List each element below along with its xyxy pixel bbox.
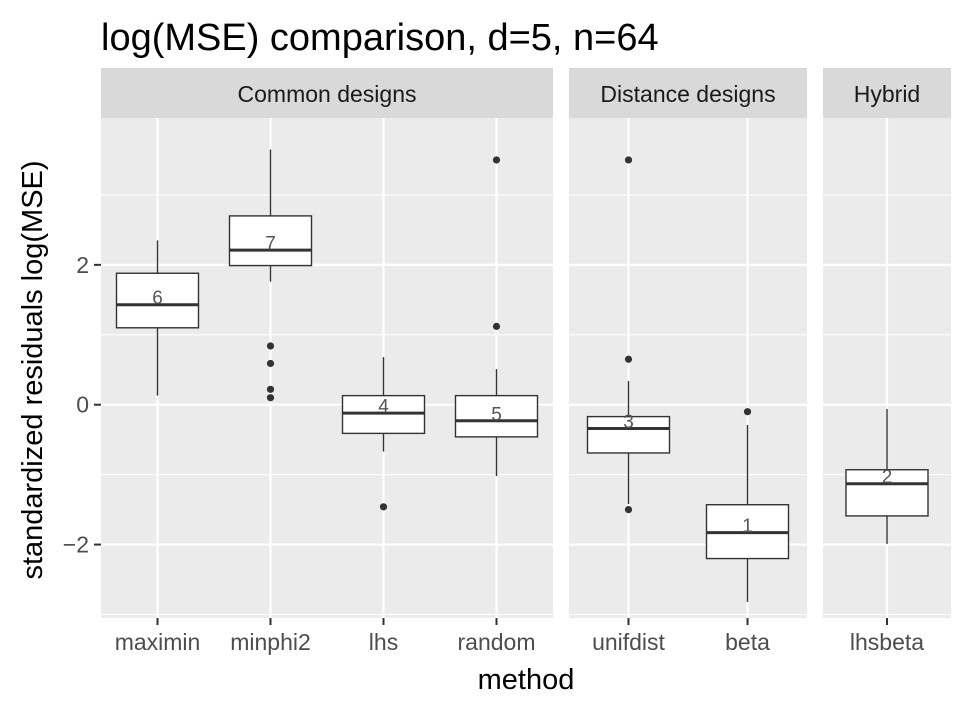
y-tick-label: −2 [63,532,89,558]
box-iqr [845,469,929,517]
outlier-point [266,385,275,393]
outlier-point [624,156,633,164]
x-tick-label: lhsbeta [850,629,924,655]
facet-strip [823,68,951,118]
box-iqr [586,415,671,454]
outlier-point [492,156,501,164]
boxplot-unifdist: 3 [586,156,671,514]
rank-label: 3 [623,412,634,433]
y-tick-label: 2 [76,252,89,278]
facet-strip-label: Common designs [238,81,417,107]
rank-label: 6 [152,288,163,309]
rank-label: 5 [491,404,502,425]
box-iqr [228,215,313,267]
y-axis-title: standardized residuals log(MSE) [17,160,49,579]
x-tick-label: beta [725,629,770,655]
boxplot-beta: 1 [705,408,790,602]
outlier-point [743,408,752,416]
outlier-point [624,355,633,363]
x-tick-label: maximin [115,629,201,655]
rank-label: 2 [882,467,893,488]
x-axis-title: method [478,664,575,696]
facet-panel: Hybrid 2 [823,68,951,618]
boxplot-random: 5 [454,156,539,477]
y-axis: −2 0 2 [63,252,101,558]
facet-panels: Common designs 6 7 4 5 Distance designs 3 1 Hybr… [101,68,951,618]
boxplot-lhs: 4 [341,357,426,511]
panel-background [101,118,553,618]
facet-strip-label: Distance designs [600,81,775,107]
facet-strip-label: Hybrid [854,81,920,107]
facet-panel: Distance designs 3 1 [569,68,807,618]
rank-label: 7 [265,234,276,255]
outlier-point [492,322,501,330]
y-tick-label: 0 [76,392,89,418]
x-tick-label: minphi2 [230,629,311,655]
facet-strip [569,68,807,118]
boxplot-maximin: 6 [115,240,200,396]
outlier-point [266,394,275,402]
box-iqr [115,272,200,329]
x-tick-label: unifdist [592,629,665,655]
rank-label: 4 [378,397,389,418]
facet-panel: Common designs 6 7 4 5 [101,68,553,618]
x-tick-label: random [458,629,536,655]
box-iqr [454,394,539,438]
outlier-point [624,506,633,514]
facet-strip [101,68,553,118]
chart-title: log(MSE) comparison, d=5, n=64 [101,17,659,59]
boxplot-lhsbeta: 2 [845,408,929,544]
outlier-point [266,342,275,350]
rank-label: 1 [742,516,753,537]
outlier-point [266,359,275,368]
outlier-point [379,503,388,511]
boxplot-minphi2: 7 [228,149,313,402]
x-tick-label: lhs [369,629,398,655]
x-axis: maximin minphi2 lhs random unifdist beta lhsbe… [115,618,924,655]
